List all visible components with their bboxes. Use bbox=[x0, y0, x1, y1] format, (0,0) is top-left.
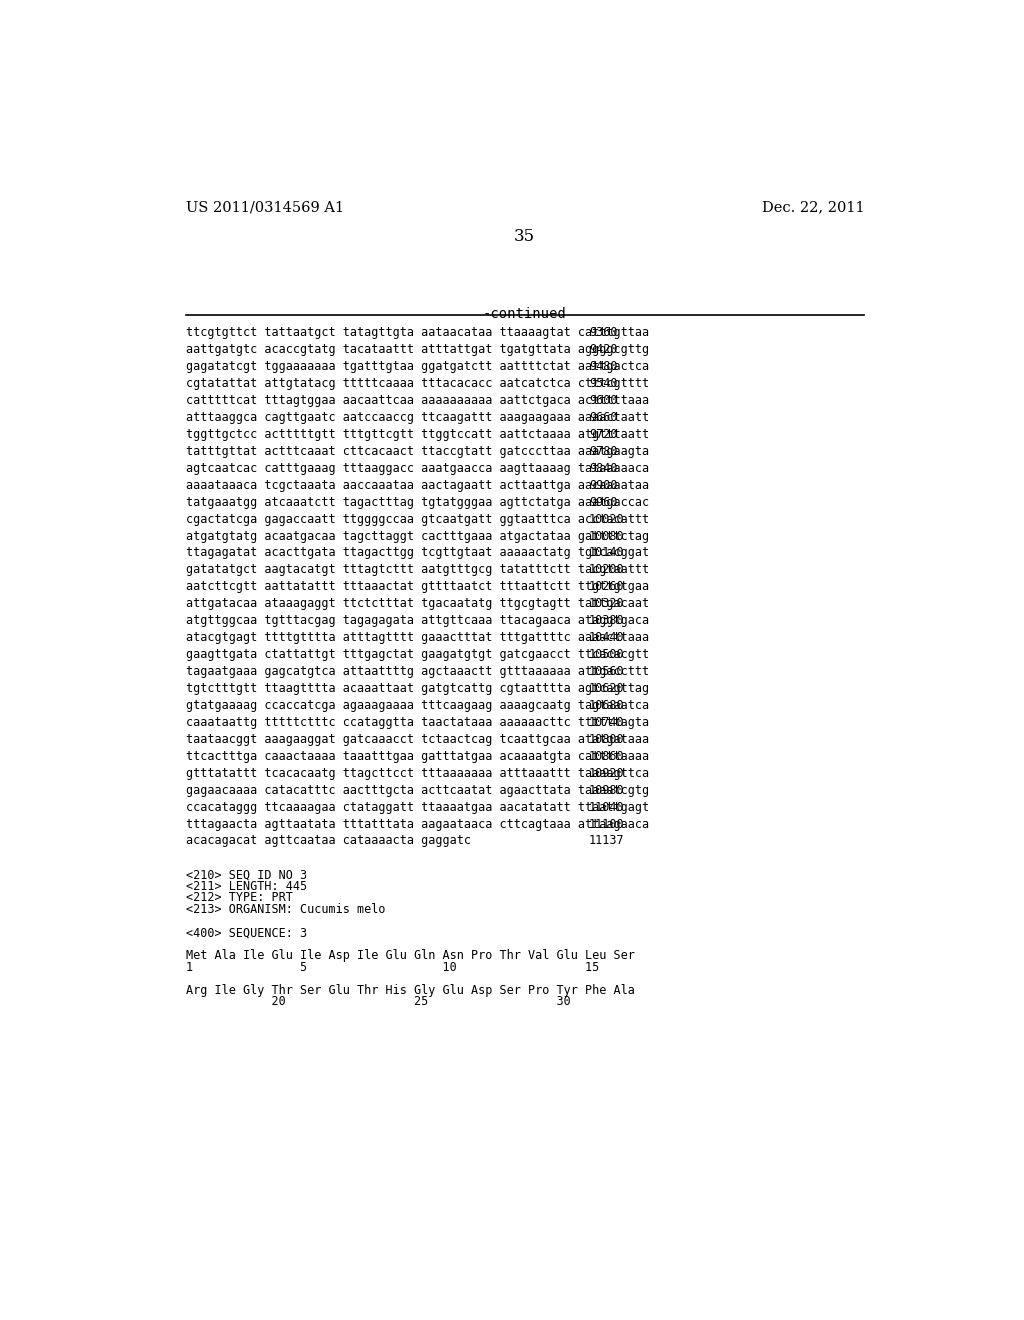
Text: acacagacat agttcaataa cataaaacta gaggatc: acacagacat agttcaataa cataaaacta gaggatc bbox=[186, 834, 471, 847]
Text: aattgatgtc acaccgtatg tacataattt atttattgat tgatgttata aggggcgttg: aattgatgtc acaccgtatg tacataattt atttatt… bbox=[186, 343, 649, 356]
Text: 10800: 10800 bbox=[589, 733, 625, 746]
Text: aaaataaaca tcgctaaata aaccaaataa aactagaatt acttaattga aacaaaataa: aaaataaaca tcgctaaata aaccaaataa aactaga… bbox=[186, 479, 649, 492]
Text: 10860: 10860 bbox=[589, 750, 625, 763]
Text: 10560: 10560 bbox=[589, 665, 625, 678]
Text: tatgaaatgg atcaaatctt tagactttag tgtatgggaa agttctatga aaatgaccac: tatgaaatgg atcaaatctt tagactttag tgtatgg… bbox=[186, 496, 649, 508]
Text: atacgtgagt ttttgtttta atttagtttt gaaactttat tttgattttc aaaacttaaa: atacgtgagt ttttgtttta atttagtttt gaaactt… bbox=[186, 631, 649, 644]
Text: cgactatcga gagaccaatt ttggggccaa gtcaatgatt ggtaatttca acctacattt: cgactatcga gagaccaatt ttggggccaa gtcaatg… bbox=[186, 512, 649, 525]
Text: <212> TYPE: PRT: <212> TYPE: PRT bbox=[186, 891, 293, 904]
Text: 9480: 9480 bbox=[589, 360, 617, 374]
Text: cgtatattat attgtatacg tttttcaaaa tttacacacc aatcatctca ctttcgtttt: cgtatattat attgtatacg tttttcaaaa tttacac… bbox=[186, 378, 649, 391]
Text: <213> ORGANISM: Cucumis melo: <213> ORGANISM: Cucumis melo bbox=[186, 903, 386, 916]
Text: 9900: 9900 bbox=[589, 479, 617, 492]
Text: gagatatcgt tggaaaaaaa tgatttgtaa ggatgatctt aattttctat aattgactca: gagatatcgt tggaaaaaaa tgatttgtaa ggatgat… bbox=[186, 360, 649, 374]
Text: agtcaatcac catttgaaag tttaaggacc aaatgaacca aagttaaaag tataaaaaca: agtcaatcac catttgaaag tttaaggacc aaatgaa… bbox=[186, 462, 649, 475]
Text: atttaaggca cagttgaatc aatccaaccg ttcaagattt aaagaagaaa aaaactaatt: atttaaggca cagttgaatc aatccaaccg ttcaaga… bbox=[186, 411, 649, 424]
Text: 10260: 10260 bbox=[589, 581, 625, 594]
Text: gtatgaaaag ccaccatcga agaaagaaaa tttcaagaag aaaagcaatg tagtaaatca: gtatgaaaag ccaccatcga agaaagaaaa tttcaag… bbox=[186, 700, 649, 711]
Text: ttcactttga caaactaaaa taaatttgaa gatttatgaa acaaaatgta cattttaaaa: ttcactttga caaactaaaa taaatttgaa gatttat… bbox=[186, 750, 649, 763]
Text: tagaatgaaa gagcatgtca attaattttg agctaaactt gtttaaaaaa attgaccttt: tagaatgaaa gagcatgtca attaattttg agctaaa… bbox=[186, 665, 649, 678]
Text: 9780: 9780 bbox=[589, 445, 617, 458]
Text: US 2011/0314569 A1: US 2011/0314569 A1 bbox=[186, 201, 344, 215]
Text: 35: 35 bbox=[514, 227, 536, 244]
Text: 10440: 10440 bbox=[589, 631, 625, 644]
Text: 9840: 9840 bbox=[589, 462, 617, 475]
Text: 11100: 11100 bbox=[589, 817, 625, 830]
Text: 9600: 9600 bbox=[589, 395, 617, 407]
Text: 11040: 11040 bbox=[589, 800, 625, 813]
Text: atgttggcaa tgtttacgag tagagagata attgttcaaa ttacagaaca ataggtgaca: atgttggcaa tgtttacgag tagagagata attgttc… bbox=[186, 614, 649, 627]
Text: tggttgctcc actttttgtt tttgttcgtt ttggtccatt aattctaaaa atgtttaatt: tggttgctcc actttttgtt tttgttcgtt ttggtcc… bbox=[186, 428, 649, 441]
Text: atgatgtatg acaatgacaa tagcttaggt cactttgaaa atgactataa gattttctag: atgatgtatg acaatgacaa tagcttaggt cactttg… bbox=[186, 529, 649, 543]
Text: Met Ala Ile Glu Ile Asp Ile Glu Gln Asn Pro Thr Val Glu Leu Ser: Met Ala Ile Glu Ile Asp Ile Glu Gln Asn … bbox=[186, 949, 635, 962]
Text: ttagagatat acacttgata ttagacttgg tcgttgtaat aaaaactatg tgtcacggat: ttagagatat acacttgata ttagacttgg tcgttgt… bbox=[186, 546, 649, 560]
Text: gatatatgct aagtacatgt tttagtcttt aatgtttgcg tatatttctt tacgtaattt: gatatatgct aagtacatgt tttagtcttt aatgttt… bbox=[186, 564, 649, 577]
Text: 20                  25                  30: 20 25 30 bbox=[186, 995, 570, 1008]
Text: 11137: 11137 bbox=[589, 834, 625, 847]
Text: 10740: 10740 bbox=[589, 715, 625, 729]
Text: 10020: 10020 bbox=[589, 512, 625, 525]
Text: tatttgttat actttcaaat cttcacaact ttaccgtatt gatcccttaa aaatgaagta: tatttgttat actttcaaat cttcacaact ttaccgt… bbox=[186, 445, 649, 458]
Text: Arg Ile Gly Thr Ser Glu Thr His Gly Glu Asp Ser Pro Tyr Phe Ala: Arg Ile Gly Thr Ser Glu Thr His Gly Glu … bbox=[186, 983, 635, 997]
Text: <400> SEQUENCE: 3: <400> SEQUENCE: 3 bbox=[186, 927, 307, 939]
Text: 1               5                   10                  15: 1 5 10 15 bbox=[186, 961, 599, 974]
Text: 9420: 9420 bbox=[589, 343, 617, 356]
Text: caaataattg tttttctttc ccataggtta taactataaa aaaaaacttc ttttttagta: caaataattg tttttctttc ccataggtta taactat… bbox=[186, 715, 649, 729]
Text: aatcttcgtt aattatattt tttaaactat gttttaatct tttaattctt ttgttgtgaa: aatcttcgtt aattatattt tttaaactat gttttaa… bbox=[186, 581, 649, 594]
Text: <211> LENGTH: 445: <211> LENGTH: 445 bbox=[186, 880, 307, 892]
Text: ttcgtgttct tattaatgct tatagttgta aataacataa ttaaaagtat catttgttaa: ttcgtgttct tattaatgct tatagttgta aataaca… bbox=[186, 326, 649, 339]
Text: 9660: 9660 bbox=[589, 411, 617, 424]
Text: ccacataggg ttcaaaagaa ctataggatt ttaaaatgaa aacatatatt ttaattgagt: ccacataggg ttcaaaagaa ctataggatt ttaaaat… bbox=[186, 800, 649, 813]
Text: tgtctttgtt ttaagtttta acaaattaat gatgtcattg cgtaatttta agtcagttag: tgtctttgtt ttaagtttta acaaattaat gatgtca… bbox=[186, 682, 649, 696]
Text: 10080: 10080 bbox=[589, 529, 625, 543]
Text: gaagttgata ctattattgt tttgagctat gaagatgtgt gatcgaacct ttcacacgtt: gaagttgata ctattattgt tttgagctat gaagatg… bbox=[186, 648, 649, 661]
Text: <210> SEQ ID NO 3: <210> SEQ ID NO 3 bbox=[186, 869, 307, 882]
Text: 9540: 9540 bbox=[589, 378, 617, 391]
Text: tttagaacta agttaatata tttatttata aagaataaca cttcagtaaa attaagaaca: tttagaacta agttaatata tttatttata aagaata… bbox=[186, 817, 649, 830]
Text: gagaacaaaa catacatttc aactttgcta acttcaatat agaacttata taaaatcgtg: gagaacaaaa catacatttc aactttgcta acttcaa… bbox=[186, 784, 649, 797]
Text: 10500: 10500 bbox=[589, 648, 625, 661]
Text: 10980: 10980 bbox=[589, 784, 625, 797]
Text: 10140: 10140 bbox=[589, 546, 625, 560]
Text: 10920: 10920 bbox=[589, 767, 625, 780]
Text: 10200: 10200 bbox=[589, 564, 625, 577]
Text: 9960: 9960 bbox=[589, 496, 617, 508]
Text: attgatacaa ataaagaggt ttctctttat tgacaatatg ttgcgtagtt tattgacaat: attgatacaa ataaagaggt ttctctttat tgacaat… bbox=[186, 598, 649, 610]
Text: -continued: -continued bbox=[483, 308, 566, 321]
Text: 10620: 10620 bbox=[589, 682, 625, 696]
Text: catttttcat tttagtggaa aacaattcaa aaaaaaaaaa aattctgaca actttttaaa: catttttcat tttagtggaa aacaattcaa aaaaaaa… bbox=[186, 395, 649, 407]
Text: taataacggt aaagaaggat gatcaaacct tctaactcag tcaattgcaa atatgataaa: taataacggt aaagaaggat gatcaaacct tctaact… bbox=[186, 733, 649, 746]
Text: gtttatattt tcacacaatg ttagcttcct tttaaaaaaa atttaaattt taaaagttca: gtttatattt tcacacaatg ttagcttcct tttaaaa… bbox=[186, 767, 649, 780]
Text: 9360: 9360 bbox=[589, 326, 617, 339]
Text: 10680: 10680 bbox=[589, 700, 625, 711]
Text: 10320: 10320 bbox=[589, 598, 625, 610]
Text: Dec. 22, 2011: Dec. 22, 2011 bbox=[762, 201, 864, 215]
Text: 9720: 9720 bbox=[589, 428, 617, 441]
Text: 10380: 10380 bbox=[589, 614, 625, 627]
